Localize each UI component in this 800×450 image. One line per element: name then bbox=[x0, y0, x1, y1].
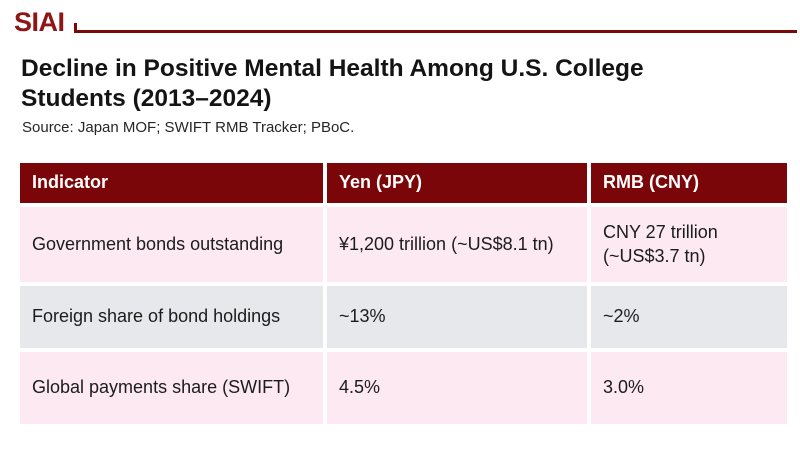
source-note: Source: Japan MOF; SWIFT RMB Tracker; PB… bbox=[22, 119, 355, 136]
brand-logo: SIAI bbox=[14, 7, 65, 37]
row1-cell-cny: ~2% bbox=[591, 286, 787, 348]
row1-cell-jpy: ~13% bbox=[327, 286, 587, 348]
row1-cell-indicator: Foreign share of bond holdings bbox=[20, 286, 323, 348]
row2-cell-jpy: 4.5% bbox=[327, 352, 587, 424]
indicators-table: Indicator Yen (JPY) RMB (CNY) Government… bbox=[20, 163, 787, 424]
header-rule bbox=[74, 23, 797, 33]
column-header-cny: RMB (CNY) bbox=[591, 163, 787, 203]
page-title: Decline in Positive Mental Health Among … bbox=[21, 55, 644, 112]
column-header-jpy: Yen (JPY) bbox=[327, 163, 587, 203]
row0-cell-jpy: ¥1,200 trillion (~US$8.1 tn) bbox=[327, 207, 587, 282]
row0-cell-cny: CNY 27 trillion (~US$3.7 tn) bbox=[591, 207, 787, 282]
row2-cell-indicator: Global payments share (SWIFT) bbox=[20, 352, 323, 424]
row0-cell-indicator: Government bonds outstanding bbox=[20, 207, 323, 282]
column-header-indicator: Indicator bbox=[20, 163, 323, 203]
row2-cell-cny: 3.0% bbox=[591, 352, 787, 424]
